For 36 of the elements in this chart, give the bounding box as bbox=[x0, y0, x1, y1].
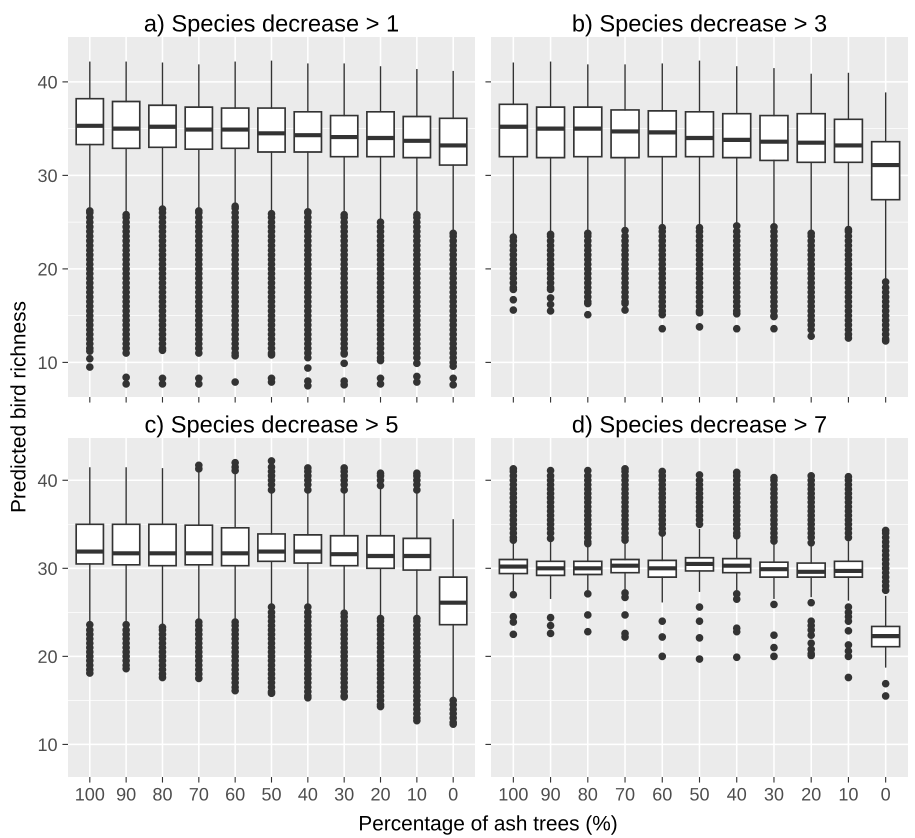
y-tick-label: 40 bbox=[38, 76, 57, 89]
chart-title: c) Species decrease > 5 bbox=[146, 415, 398, 438]
x-tick-label: 10 bbox=[840, 788, 858, 801]
x-tick-label: 70 bbox=[190, 788, 208, 801]
x-tick-label: 10 bbox=[408, 788, 426, 801]
chart-title: a) Species decrease > 1 bbox=[144, 14, 398, 36]
x-tick-label: 60 bbox=[653, 788, 672, 801]
x-tick-label: 100 bbox=[500, 788, 528, 801]
x-tick-label: 90 bbox=[541, 788, 560, 801]
x-tick-label: 0 bbox=[881, 788, 890, 801]
x-tick-label: 90 bbox=[116, 788, 136, 801]
y-tick-label: 10 bbox=[38, 738, 57, 752]
x-tick-label: 100 bbox=[76, 788, 104, 801]
y-tick-label: 20 bbox=[38, 262, 57, 276]
x-tick-label: 80 bbox=[578, 788, 598, 801]
x-tick-label: 50 bbox=[262, 788, 281, 801]
x-tick-label: 40 bbox=[298, 788, 318, 801]
chart-title: d) Species decrease > 7 bbox=[572, 415, 826, 438]
x-axis-title: Percentage of ash trees (%) bbox=[360, 815, 616, 835]
y-tick-label: 40 bbox=[38, 474, 57, 487]
chart-title: b) Species decrease > 3 bbox=[573, 14, 826, 36]
x-tick-label: 30 bbox=[334, 788, 354, 801]
x-tick-label: 30 bbox=[764, 788, 784, 801]
x-tick-label: 40 bbox=[727, 788, 746, 801]
x-tick-label: 80 bbox=[153, 788, 172, 801]
y-tick-label: 10 bbox=[38, 356, 57, 370]
x-tick-label: 20 bbox=[371, 788, 390, 801]
x-tick-label: 70 bbox=[616, 788, 634, 801]
y-axis-title: Predicted bird richness bbox=[10, 302, 26, 512]
x-tick-label: 20 bbox=[802, 788, 821, 801]
x-tick-label: 0 bbox=[448, 788, 458, 801]
x-tick-label: 60 bbox=[226, 788, 244, 801]
y-tick-label: 30 bbox=[38, 562, 57, 576]
y-tick-label: 30 bbox=[38, 169, 57, 182]
x-tick-label: 50 bbox=[690, 788, 709, 801]
y-tick-label: 20 bbox=[38, 650, 57, 664]
